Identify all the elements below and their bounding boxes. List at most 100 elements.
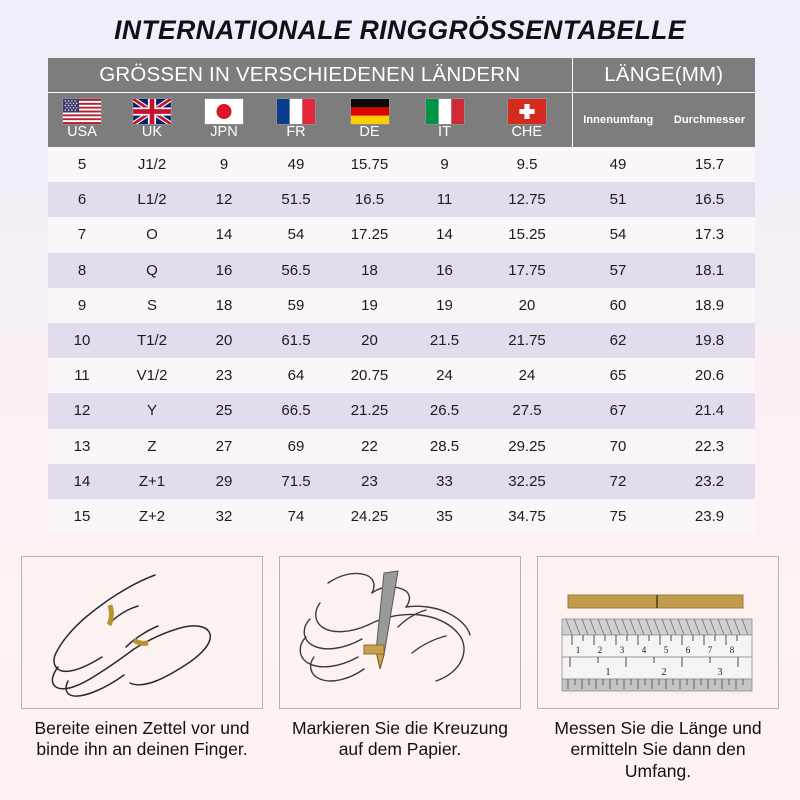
cell-fr: 71.5: [260, 463, 332, 499]
table-group-header-row: GRÖSSEN IN VERSCHIEDENEN LÄNDERN LÄNGE(M…: [48, 58, 756, 93]
table-row: 14 Z+1 29 71.5 23 33 32.25 72 23.2: [48, 463, 756, 499]
cell-usa: 9: [48, 287, 116, 323]
column-header-jpn: JPN: [188, 92, 260, 147]
cell-innenumfang: 65: [572, 358, 665, 394]
cell-durchmesser: 20.6: [664, 358, 756, 394]
cell-it: 16: [407, 252, 482, 288]
cell-innenumfang: 70: [572, 428, 665, 464]
cell-usa: 12: [48, 393, 116, 429]
svg-text:6: 6: [686, 645, 691, 655]
cell-innenumfang: 49: [572, 147, 665, 183]
ring-size-table: GRÖSSEN IN VERSCHIEDENEN LÄNDERN LÄNGE(M…: [48, 58, 756, 535]
column-header-fr: FR: [260, 92, 332, 147]
flag-usa-icon: [63, 99, 101, 125]
column-header-it: IT: [407, 92, 482, 147]
table-row: 13 Z 27 69 22 28.5 29.25 70 22.3: [48, 428, 756, 464]
cell-innenumfang: 75: [572, 498, 665, 535]
cell-de: 20: [332, 322, 407, 359]
cell-che: 9.5: [482, 147, 573, 183]
cell-uk: Y: [116, 393, 188, 429]
cell-usa: 13: [48, 428, 116, 464]
instruction-caption-3: Messen Sie die Länge und ermitteln Sie d…: [554, 718, 762, 781]
cell-jpn: 9: [188, 147, 260, 183]
cell-jpn: 14: [188, 217, 260, 253]
cell-fr: 54: [260, 217, 332, 253]
svg-text:1: 1: [606, 667, 611, 678]
table-row: 7 O 14 54 17.25 14 15.25 54 17.3: [48, 217, 756, 253]
cell-jpn: 12: [188, 182, 260, 218]
cell-fr: 56.5: [260, 252, 332, 288]
cell-fr: 69: [260, 428, 332, 464]
column-header-jpn-label: JPN: [210, 124, 238, 141]
column-header-uk: UK: [116, 92, 188, 147]
cell-it: 35: [407, 498, 482, 535]
instruction-caption-1: Bereite einen Zettel vor und binde ihn a…: [34, 718, 250, 760]
svg-text:5: 5: [664, 645, 669, 655]
cell-durchmesser: 18.1: [664, 252, 756, 288]
column-header-innenumfang-label: Innenumfang: [583, 114, 654, 126]
cell-che: 21.75: [482, 322, 573, 359]
cell-durchmesser: 18.9: [664, 287, 756, 323]
cell-che: 34.75: [482, 498, 573, 535]
flag-uk-icon: [133, 99, 171, 125]
table-row: 15 Z+2 32 74 24.25 35 34.75 75 23.9: [48, 498, 756, 535]
cell-fr: 66.5: [260, 393, 332, 429]
cell-jpn: 27: [188, 428, 260, 464]
cell-uk: Z: [116, 428, 188, 464]
column-header-usa: USA: [48, 92, 116, 147]
cell-it: 14: [407, 217, 482, 253]
cell-jpn: 20: [188, 322, 260, 359]
cell-uk: J1/2: [116, 147, 188, 183]
table-column-header-row: USA UK: [48, 92, 756, 147]
column-header-de-label: DE: [359, 124, 380, 141]
cell-che: 12.75: [482, 182, 573, 218]
cell-innenumfang: 57: [572, 252, 665, 288]
cell-it: 9: [407, 147, 482, 183]
cell-che: 27.5: [482, 393, 573, 429]
cell-durchmesser: 23.2: [664, 463, 756, 499]
cell-jpn: 32: [188, 498, 260, 535]
cell-fr: 61.5: [260, 322, 332, 359]
svg-text:2: 2: [598, 645, 603, 655]
column-header-it-label: IT: [438, 124, 451, 141]
cell-fr: 74: [260, 498, 332, 535]
cell-durchmesser: 22.3: [664, 428, 756, 464]
instruction-step-3: 1 2 3 4 5 6 7 8 1 2 3: [536, 556, 780, 782]
cell-durchmesser: 16.5: [664, 182, 756, 218]
ruler-measuring-strip-illustration: 1 2 3 4 5 6 7 8 1 2 3: [537, 556, 779, 709]
cell-fr: 49: [260, 147, 332, 183]
cell-che: 29.25: [482, 428, 573, 464]
ring-size-table-container: GRÖSSEN IN VERSCHIEDENEN LÄNDERN LÄNGE(M…: [48, 58, 756, 535]
cell-usa: 7: [48, 217, 116, 253]
column-header-che-label: CHE: [511, 124, 543, 141]
cell-che: 20: [482, 287, 573, 323]
cell-fr: 51.5: [260, 182, 332, 218]
flag-switzerland-icon: [507, 99, 546, 125]
cell-jpn: 23: [188, 358, 260, 394]
cell-de: 20.75: [332, 358, 407, 394]
cell-durchmesser: 21.4: [664, 393, 756, 429]
table-row: 9 S 18 59 19 19 20 60 18.9: [48, 287, 756, 323]
cell-durchmesser: 17.3: [664, 217, 756, 253]
table-row: 6 L1/2 12 51.5 16.5 11 12.75 51 16.5: [48, 182, 756, 218]
cell-innenumfang: 51: [572, 182, 665, 218]
cell-de: 16.5: [332, 182, 407, 218]
flag-japan-icon: [205, 99, 243, 125]
cell-uk: S: [116, 287, 188, 323]
cell-it: 28.5: [407, 428, 482, 464]
cell-fr: 64: [260, 358, 332, 394]
flag-germany-icon: [350, 99, 389, 125]
cell-de: 18: [332, 252, 407, 288]
cell-innenumfang: 54: [572, 217, 665, 253]
table-row: 12 Y 25 66.5 21.25 26.5 27.5 67 21.4: [48, 393, 756, 429]
flag-france-icon: [277, 99, 315, 125]
instruction-caption-2: Markieren Sie die Kreuzung auf dem Papie…: [292, 718, 508, 760]
table-row: 11 V1/2 23 64 20.75 24 24 65 20.6: [48, 358, 756, 394]
cell-de: 21.25: [332, 393, 407, 429]
cell-usa: 8: [48, 252, 116, 288]
page-title: INTERNATIONALE RINGGRÖSSENTABELLE: [114, 15, 686, 45]
cell-it: 19: [407, 287, 482, 323]
svg-text:7: 7: [708, 645, 713, 655]
cell-uk: Z+1: [116, 463, 188, 499]
cell-de: 17.25: [332, 217, 407, 253]
